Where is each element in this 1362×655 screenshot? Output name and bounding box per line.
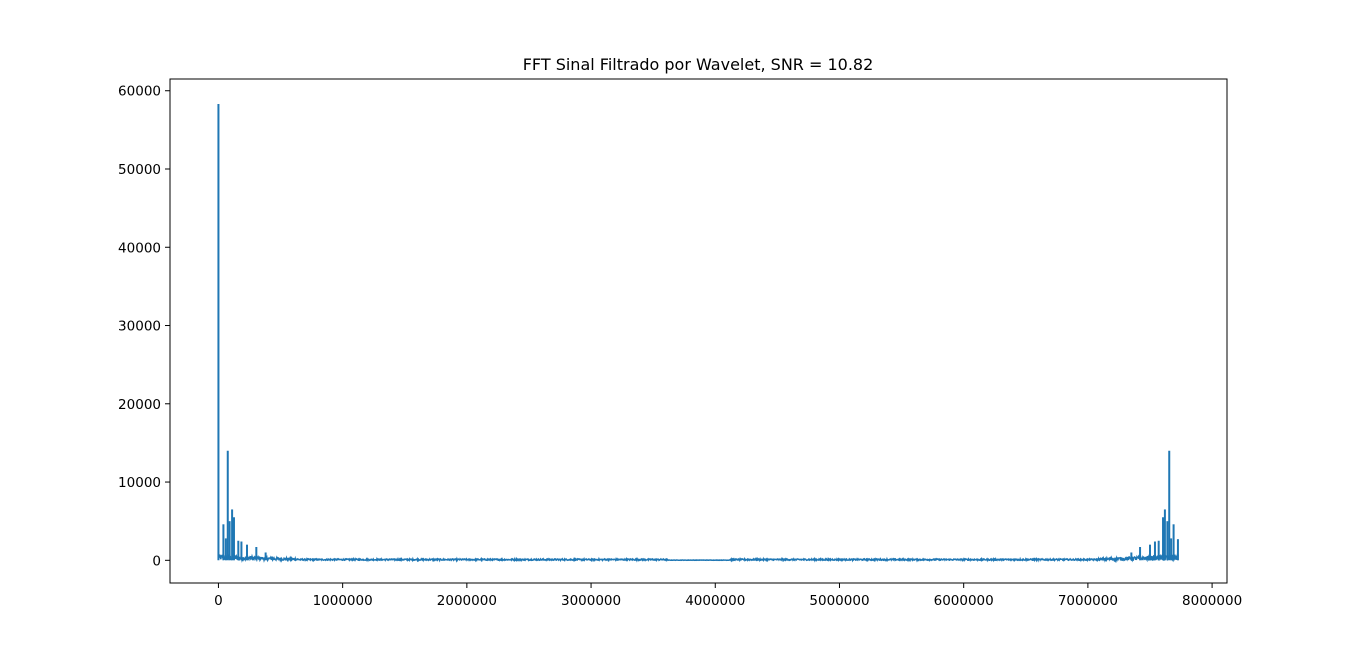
x-tick-label: 3000000: [561, 593, 621, 609]
x-tick-label: 5000000: [809, 593, 869, 609]
x-tick-label: 1000000: [313, 593, 373, 609]
x-tick-label: 6000000: [934, 593, 994, 609]
y-tick-label: 60000: [118, 84, 161, 100]
series-line: [217, 553, 1180, 564]
y-tick-label: 10000: [118, 475, 161, 491]
x-axis: 0 1000000 2000000 3000000 4000000 5000000 6000…: [214, 583, 1242, 609]
plot-frame: [169, 78, 1228, 584]
plot-series: [217, 104, 1180, 564]
x-tick-label: 8000000: [1182, 593, 1242, 609]
chart-title: FFT Sinal Filtrado por Wavelet, SNR = 10…: [523, 55, 874, 74]
y-tick-label: 0: [152, 553, 161, 569]
x-tick-label: 4000000: [685, 593, 745, 609]
y-tick-label: 30000: [118, 319, 161, 335]
x-tick-label: 0: [214, 593, 223, 609]
y-tick-label: 40000: [118, 240, 161, 256]
y-tick-label: 20000: [118, 397, 161, 413]
x-tick-label: 2000000: [437, 593, 497, 609]
y-axis: 0 10000 20000 30000 40000 50000 60000: [118, 84, 170, 569]
x-tick-label: 7000000: [1058, 593, 1118, 609]
y-tick-label: 50000: [118, 162, 161, 178]
